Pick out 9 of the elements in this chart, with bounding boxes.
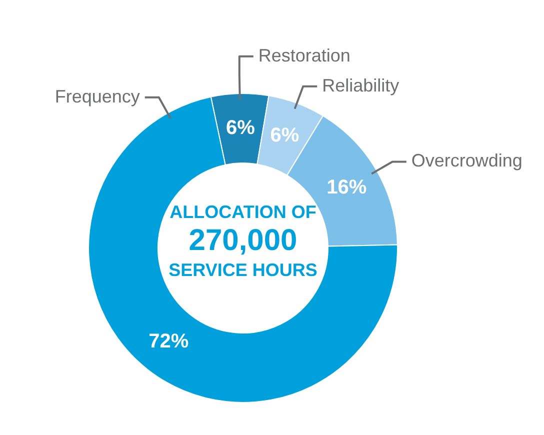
- data-label: 16%: [326, 176, 367, 199]
- data-label: 6%: [226, 116, 256, 139]
- data-label: 72%: [148, 330, 189, 352]
- data-label: 6%: [270, 124, 300, 146]
- slice-label: Restoration: [258, 45, 350, 66]
- slice-label: Reliability: [322, 75, 400, 96]
- text: ALLOCATION OF 270,000 SERVICE HOURS: [168, 201, 318, 282]
- slice-label: Frequency: [54, 86, 140, 106]
- slice-label: Overcrowding: [411, 150, 522, 171]
